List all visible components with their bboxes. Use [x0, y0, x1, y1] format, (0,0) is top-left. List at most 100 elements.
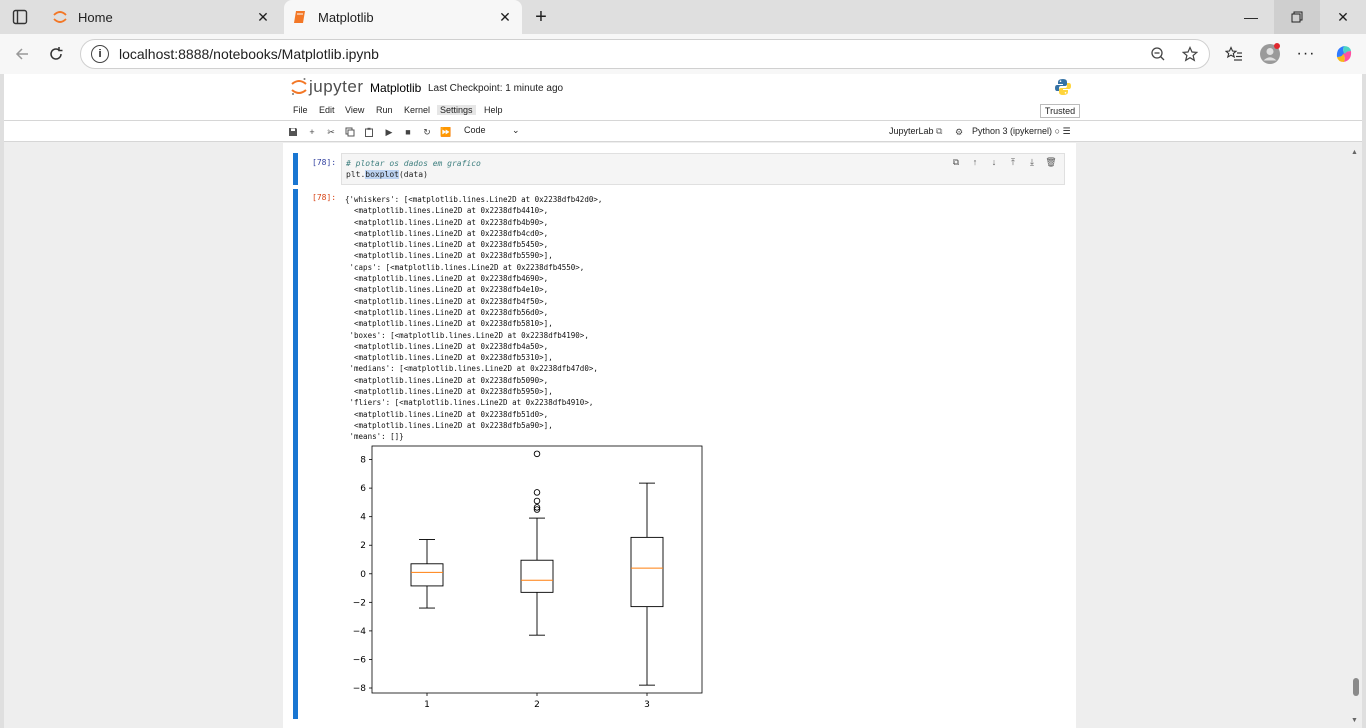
close-icon: ✕	[1337, 8, 1349, 25]
x-tick-label: 1	[424, 700, 430, 710]
cut-icon[interactable]: ✂	[327, 126, 335, 137]
minimize-icon: —	[1244, 9, 1258, 25]
page-scrollbar[interactable]: ▲ ▼	[1348, 143, 1362, 728]
external-link-icon: ⧉	[936, 126, 943, 136]
trusted-badge[interactable]: Trusted	[1040, 104, 1080, 118]
favorites-list-icon	[1225, 46, 1242, 61]
menu-settings[interactable]: Settings	[437, 105, 476, 115]
code-text[interactable]: # plotar os dados em grafico plt.boxplot…	[346, 159, 481, 179]
star-icon	[1182, 46, 1198, 62]
tab-title: Matplotlib	[318, 9, 374, 25]
y-tick-label: 6	[360, 484, 366, 494]
site-info-icon[interactable]: i	[91, 45, 109, 63]
gear-icon[interactable]: ⚙	[954, 126, 964, 137]
menu-run[interactable]: Run	[376, 105, 393, 115]
notebook-title[interactable]: Matplotlib	[370, 81, 422, 95]
tab-home[interactable]: Home ✕	[44, 0, 280, 34]
checkpoint-status: Last Checkpoint: 1 minute ago	[428, 83, 564, 94]
code-comment: # plotar os dados em grafico	[346, 159, 481, 168]
scroll-up-icon[interactable]: ▲	[1351, 149, 1358, 156]
menu-edit[interactable]: Edit	[319, 105, 335, 115]
jupyter-header: jupyter Matplotlib Last Checkpoint: 1 mi…	[4, 74, 1362, 102]
jupyter-favicon-icon	[52, 9, 68, 25]
cell-selection-bar	[293, 153, 298, 185]
run-icon[interactable]: ▶	[385, 126, 393, 137]
profile-button[interactable]	[1256, 40, 1284, 68]
minimize-button[interactable]: —	[1228, 0, 1274, 34]
favorite-button[interactable]	[1177, 41, 1203, 67]
close-icon[interactable]: ✕	[257, 8, 269, 25]
y-tick-label: −2	[353, 598, 366, 608]
close-window-button[interactable]: ✕	[1320, 0, 1366, 34]
restore-icon	[1291, 11, 1303, 23]
y-tick-label: −6	[353, 655, 367, 665]
kernel-idle-icon: ○	[1054, 126, 1060, 136]
jupyter-logo-text: jupyter	[309, 77, 364, 96]
page-viewport: jupyter Matplotlib Last Checkpoint: 1 mi…	[4, 74, 1362, 728]
cell-type-select[interactable]: Code	[464, 125, 486, 135]
stop-icon[interactable]: ■	[405, 127, 411, 137]
address-bar[interactable]: i localhost:8888/notebooks/Matplotlib.ip…	[80, 39, 1210, 69]
back-button[interactable]	[8, 40, 36, 68]
plus-icon: +	[535, 5, 547, 28]
favorites-button[interactable]	[1220, 40, 1248, 68]
menu-kernel[interactable]: Kernel	[404, 105, 431, 115]
y-tick-label: 2	[360, 541, 366, 551]
zoom-button[interactable]	[1145, 41, 1171, 67]
jupyter-logo-icon	[291, 78, 307, 95]
restore-button[interactable]	[1274, 0, 1320, 34]
new-tab-button[interactable]: +	[528, 4, 554, 30]
copilot-icon	[1336, 46, 1352, 62]
jupyterlab-link[interactable]: JupyterLab ⧉	[889, 126, 943, 136]
flier-point	[533, 450, 541, 458]
input-prompt: [78]:	[312, 158, 337, 167]
move-down-icon[interactable]: ↓	[991, 157, 997, 167]
restart-icon[interactable]: ↻	[423, 126, 431, 137]
flier-point	[533, 504, 541, 511]
scroll-thumb[interactable]	[1353, 678, 1359, 696]
y-tick-label: 8	[360, 456, 366, 466]
output-selection-bar[interactable]	[293, 189, 298, 719]
code-cell-editor[interactable]: # plotar os dados em grafico plt.boxplot…	[341, 153, 1065, 185]
menu-view[interactable]: View	[345, 105, 365, 115]
add-cell-icon[interactable]: +	[309, 127, 315, 137]
avatar-icon	[1260, 43, 1280, 64]
menu-help[interactable]: Help	[484, 105, 503, 115]
more-options-button[interactable]: ···	[1292, 40, 1320, 68]
y-tick-label: 0	[360, 570, 366, 580]
flier-point	[533, 497, 541, 505]
duplicate-cell-icon[interactable]: ⧉	[952, 156, 960, 167]
python-logo-icon	[1054, 78, 1072, 101]
menu-file[interactable]: File	[293, 105, 308, 115]
insert-below-icon[interactable]: ⤓	[1030, 156, 1034, 167]
box	[630, 536, 664, 608]
menu-icon: ☰	[1062, 126, 1071, 136]
tab-actions-button[interactable]	[8, 6, 32, 28]
chevron-down-icon[interactable]: ⌄	[512, 125, 520, 135]
notebook-panel: [78]: # plotar os dados em grafico plt.b…	[283, 143, 1076, 728]
delete-cell-icon[interactable]: 🗑	[1045, 156, 1057, 167]
output-prompt: [78]:	[312, 193, 337, 202]
url-text[interactable]: localhost:8888/notebooks/Matplotlib.ipyn…	[119, 46, 379, 62]
reload-button[interactable]	[42, 40, 70, 68]
tab-matplotlib[interactable]: Matplotlib ✕	[284, 0, 522, 34]
fast-forward-icon[interactable]: ⏩	[440, 126, 452, 137]
move-up-icon[interactable]: ↑	[972, 157, 978, 167]
tab-title: Home	[78, 9, 113, 25]
code-highlight: boxplot	[365, 170, 399, 179]
flier-point	[533, 489, 541, 496]
copy-icon[interactable]	[343, 125, 357, 139]
save-icon[interactable]	[286, 125, 300, 139]
box	[410, 563, 444, 587]
kernel-status[interactable]: Python 3 (ipykernel) ○ ☰	[972, 126, 1071, 136]
flier-point	[533, 506, 541, 513]
back-arrow-icon	[15, 48, 28, 60]
jupyter-logo[interactable]: jupyter	[291, 77, 364, 97]
close-icon[interactable]: ✕	[499, 8, 511, 25]
paste-icon[interactable]	[362, 125, 376, 139]
copilot-button[interactable]	[1330, 40, 1358, 68]
scroll-down-icon[interactable]: ▼	[1351, 717, 1358, 724]
insert-above-icon[interactable]: ⤒	[1011, 156, 1015, 167]
browser-nav-bar: i localhost:8888/notebooks/Matplotlib.ip…	[0, 34, 1366, 74]
cell-toolbar: ⧉ ↑ ↓ ⤒ ⤓ 🗑	[949, 156, 1058, 168]
